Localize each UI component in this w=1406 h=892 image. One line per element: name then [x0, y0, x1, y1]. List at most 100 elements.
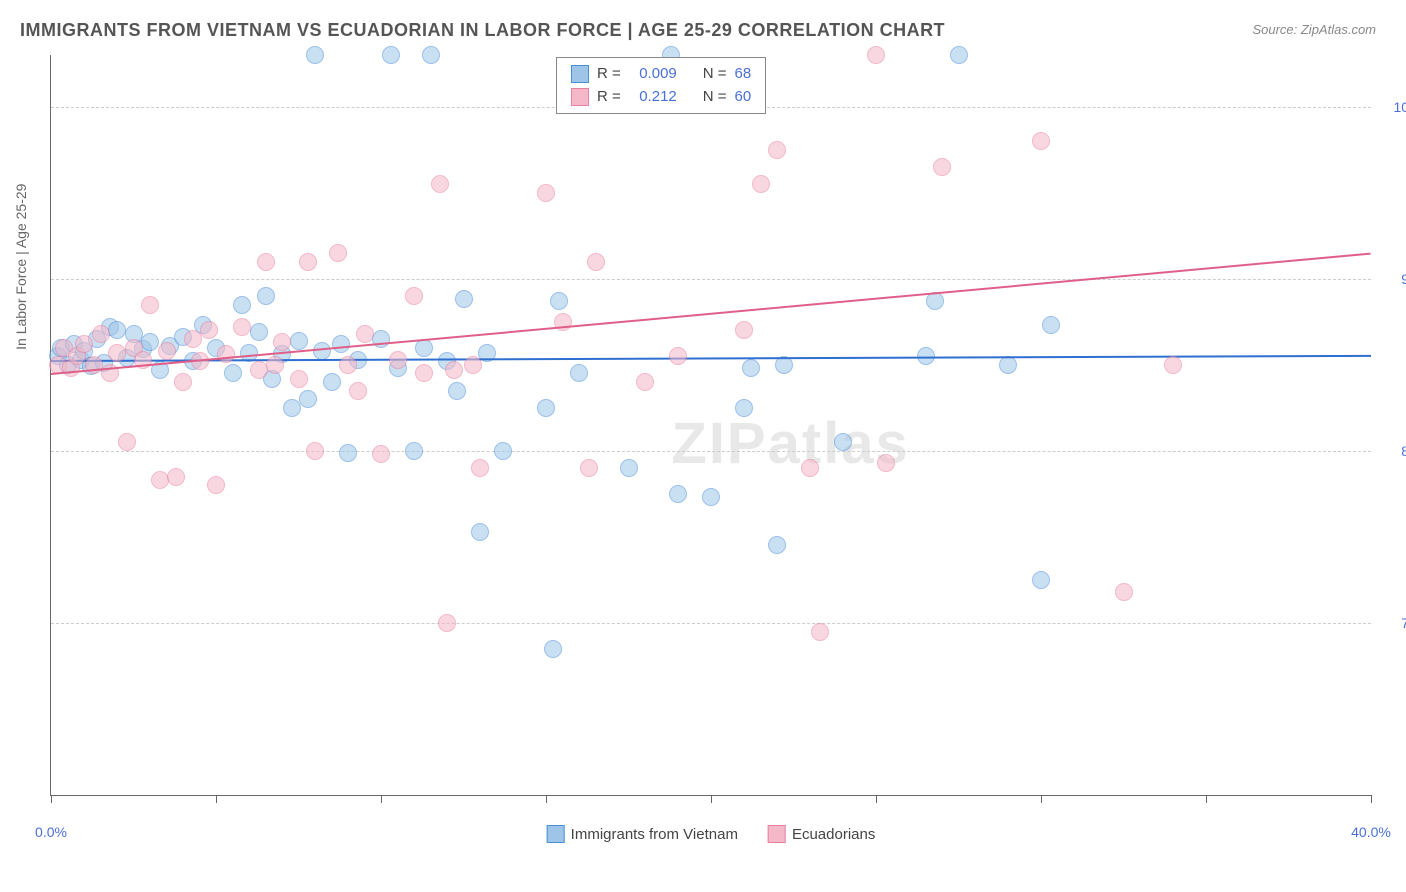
series-legend: Immigrants from Vietnam Ecuadorians — [547, 825, 876, 843]
data-point — [431, 175, 449, 193]
data-point — [118, 433, 136, 451]
r-label: R = — [597, 86, 621, 109]
data-point — [306, 442, 324, 460]
data-point — [999, 356, 1017, 374]
data-point — [1115, 583, 1133, 601]
data-point — [257, 287, 275, 305]
data-point — [494, 442, 512, 460]
data-point — [290, 332, 308, 350]
data-point — [233, 318, 251, 336]
r-value: 0.009 — [629, 63, 677, 86]
data-point — [184, 330, 202, 348]
data-point — [537, 399, 555, 417]
gridline — [51, 451, 1371, 452]
data-point — [735, 321, 753, 339]
data-point — [669, 347, 687, 365]
gridline — [51, 623, 1371, 624]
data-point — [306, 46, 324, 64]
data-point — [669, 485, 687, 503]
x-tick — [51, 795, 52, 803]
data-point — [933, 158, 951, 176]
data-point — [1164, 356, 1182, 374]
data-point — [735, 399, 753, 417]
data-point — [290, 370, 308, 388]
data-point — [620, 459, 638, 477]
data-point — [1032, 132, 1050, 150]
data-point — [257, 253, 275, 271]
data-point — [141, 296, 159, 314]
data-point — [167, 468, 185, 486]
data-point — [250, 361, 268, 379]
data-point — [250, 323, 268, 341]
data-point — [92, 325, 110, 343]
data-point — [877, 454, 895, 472]
data-point — [339, 356, 357, 374]
data-point — [544, 640, 562, 658]
data-point — [283, 399, 301, 417]
x-tick — [381, 795, 382, 803]
data-point — [455, 290, 473, 308]
plot-area: ZIPatlas In Labor Force | Age 25-29 70.0… — [50, 55, 1371, 796]
data-point — [752, 175, 770, 193]
data-point — [323, 373, 341, 391]
data-point — [768, 141, 786, 159]
y-axis-label: In Labor Force | Age 25-29 — [13, 184, 29, 350]
x-tick — [1371, 795, 1372, 803]
data-point — [1032, 571, 1050, 589]
data-point — [405, 442, 423, 460]
r-label: R = — [597, 63, 621, 86]
data-point — [702, 488, 720, 506]
data-point — [811, 623, 829, 641]
data-point — [422, 46, 440, 64]
x-tick — [711, 795, 712, 803]
x-tick — [1206, 795, 1207, 803]
y-tick-label: 70.0% — [1381, 615, 1406, 631]
data-point — [200, 321, 218, 339]
r-value: 0.212 — [629, 86, 677, 109]
data-point — [405, 287, 423, 305]
data-point — [471, 523, 489, 541]
data-point — [801, 459, 819, 477]
x-tick — [1041, 795, 1042, 803]
x-tick — [546, 795, 547, 803]
data-point — [415, 364, 433, 382]
data-point — [867, 46, 885, 64]
source-attribution: Source: ZipAtlas.com — [1252, 22, 1376, 37]
data-point — [141, 333, 159, 351]
data-point — [299, 390, 317, 408]
data-point — [158, 342, 176, 360]
y-tick-label: 100.0% — [1381, 99, 1406, 115]
chart-container: IMMIGRANTS FROM VIETNAM VS ECUADORIAN IN… — [0, 0, 1406, 892]
watermark: ZIPatlas — [671, 410, 909, 477]
data-point — [332, 335, 350, 353]
data-point — [329, 244, 347, 262]
legend-row: R =0.212N =60 — [571, 86, 751, 109]
data-point — [349, 382, 367, 400]
correlation-legend: R =0.009N =68R =0.212N =60 — [556, 57, 766, 114]
n-label: N = — [703, 86, 727, 109]
y-tick-label: 80.0% — [1381, 443, 1406, 459]
x-tick — [876, 795, 877, 803]
data-point — [339, 444, 357, 462]
data-point — [464, 356, 482, 374]
data-point — [151, 471, 169, 489]
data-point — [636, 373, 654, 391]
x-tick-label: 40.0% — [1351, 824, 1391, 840]
chart-title: IMMIGRANTS FROM VIETNAM VS ECUADORIAN IN… — [20, 20, 945, 41]
x-tick — [216, 795, 217, 803]
x-tick-label: 0.0% — [35, 824, 67, 840]
legend-swatch — [571, 88, 589, 106]
data-point — [389, 351, 407, 369]
data-point — [768, 536, 786, 554]
data-point — [834, 433, 852, 451]
data-point — [273, 333, 291, 351]
series-name: Ecuadorians — [792, 826, 875, 843]
legend-item: Immigrants from Vietnam — [547, 825, 738, 843]
data-point — [108, 344, 126, 362]
gridline — [51, 279, 1371, 280]
data-point — [356, 325, 374, 343]
data-point — [372, 445, 390, 463]
data-point — [1042, 316, 1060, 334]
data-point — [233, 296, 251, 314]
data-point — [445, 361, 463, 379]
